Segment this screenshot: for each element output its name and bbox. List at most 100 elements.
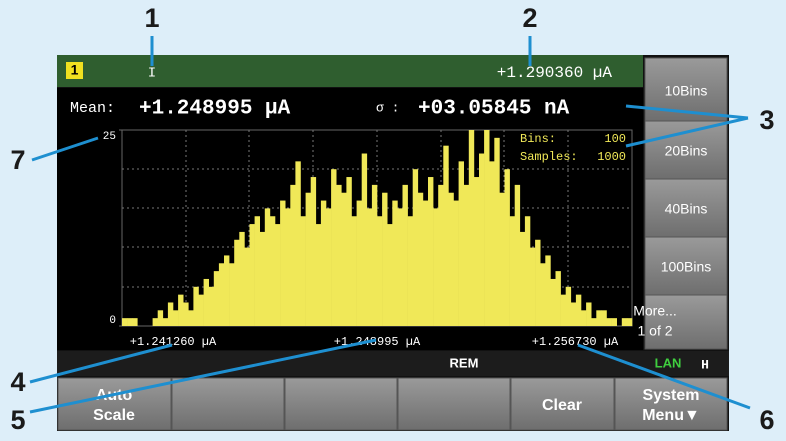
callout-line <box>625 116 749 148</box>
bottom-keys: Auto Scale Clear System Menu▼ <box>57 377 728 431</box>
bar <box>489 161 495 326</box>
bar <box>198 294 204 326</box>
bar <box>422 200 429 326</box>
bar <box>392 200 398 326</box>
header-bar <box>57 55 643 87</box>
bar <box>443 145 449 326</box>
bar <box>494 137 500 326</box>
bar <box>249 224 255 326</box>
bar <box>183 302 189 326</box>
bar <box>586 302 592 326</box>
callout-number: 6 <box>759 405 774 435</box>
bar <box>193 286 199 326</box>
mean: +1.248995 µA <box>139 98 291 121</box>
bar <box>336 184 342 326</box>
softkey-label: 100Bins <box>661 259 712 275</box>
bar <box>468 130 475 326</box>
softkey-label: 10Bins <box>665 83 708 99</box>
bar <box>356 200 362 326</box>
bar <box>331 169 337 326</box>
bar <box>208 286 215 326</box>
bar <box>178 294 184 326</box>
sigma-label: σ : <box>376 100 399 115</box>
y-tick-label: 25 <box>103 131 116 143</box>
bar <box>275 224 281 326</box>
remote: REM <box>450 355 479 370</box>
callout-number: 7 <box>10 145 25 175</box>
bar <box>565 286 572 326</box>
bar <box>157 310 164 326</box>
bar <box>218 263 225 326</box>
bar <box>132 318 138 326</box>
bar <box>402 184 408 326</box>
bar <box>560 294 566 326</box>
bar <box>259 231 266 326</box>
bar <box>162 318 169 326</box>
softkey-label: Menu▼ <box>642 407 700 424</box>
bar <box>407 216 413 326</box>
bar <box>346 177 352 326</box>
softkey[interactable] <box>171 377 285 431</box>
callout-number: 4 <box>10 367 25 397</box>
bar <box>167 302 174 326</box>
bar <box>188 310 194 326</box>
bar <box>535 239 541 326</box>
bar <box>570 302 577 326</box>
bar <box>264 208 271 326</box>
bar <box>581 310 587 326</box>
softkey[interactable] <box>644 294 728 350</box>
mean-label: Mean: <box>70 100 115 117</box>
bar <box>626 318 633 326</box>
bar <box>417 192 424 326</box>
function: I <box>148 66 156 82</box>
bar <box>479 153 485 326</box>
bar <box>203 278 209 326</box>
softkey[interactable] <box>284 377 398 431</box>
bar <box>152 318 158 326</box>
bar <box>463 184 470 326</box>
bar <box>229 263 235 326</box>
bins: 100 <box>604 132 626 146</box>
softkey-label: 20Bins <box>665 143 708 159</box>
bar <box>382 192 388 326</box>
bar <box>575 294 582 326</box>
callout-line <box>31 136 99 162</box>
bar <box>412 169 419 326</box>
lan: LAN <box>655 355 682 370</box>
side-keys: 10Bins 20Bins 40Bins 100Bins More... 1 o… <box>633 57 728 350</box>
reading: +1.290360 µA <box>497 64 613 82</box>
sigma: +03.05845 nA <box>418 98 570 121</box>
softkey[interactable] <box>397 377 511 431</box>
callout-number: 1 <box>144 3 159 33</box>
bar <box>387 224 393 326</box>
bar <box>519 231 526 326</box>
bar <box>244 247 250 326</box>
bar <box>295 161 301 326</box>
samples: 1000 <box>597 150 626 164</box>
bar <box>596 310 602 326</box>
softkey[interactable] <box>644 178 728 238</box>
bar <box>213 271 220 326</box>
bar <box>269 216 276 326</box>
softkey-label: More... <box>633 303 677 319</box>
bar <box>377 216 383 326</box>
softkey[interactable] <box>510 377 615 431</box>
channel-badge <box>66 62 83 79</box>
softkey-label: 40Bins <box>665 201 708 217</box>
callout-line <box>577 343 751 410</box>
bar <box>122 318 128 326</box>
bar <box>366 208 373 326</box>
bar <box>509 216 515 326</box>
bar <box>499 192 505 326</box>
softkey-label: 1 of 2 <box>637 323 672 339</box>
y-tick-label: 0 <box>109 315 116 327</box>
softkey[interactable] <box>614 377 728 431</box>
softkey-label: Clear <box>542 397 582 414</box>
bar <box>315 224 322 326</box>
bar <box>545 255 551 326</box>
bar <box>224 255 230 326</box>
softkey[interactable] <box>644 236 728 296</box>
bar <box>127 318 133 326</box>
bar <box>601 310 607 326</box>
